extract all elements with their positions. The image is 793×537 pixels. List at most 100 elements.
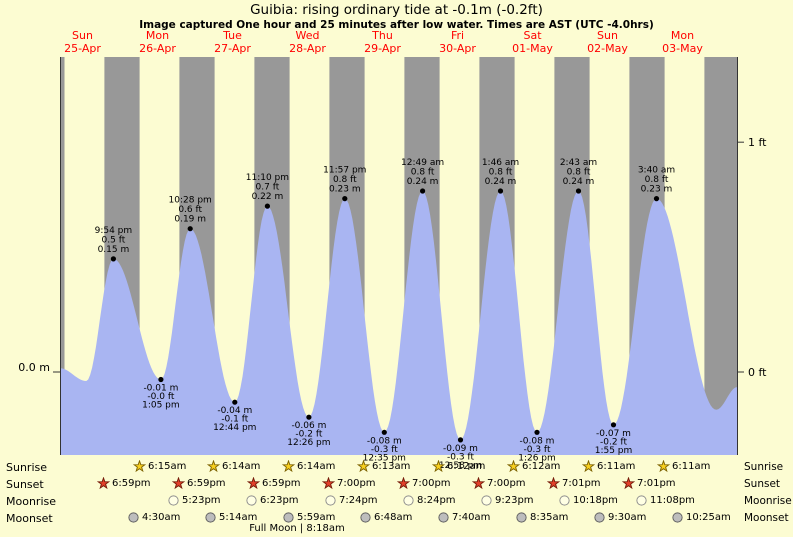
moonrise-marker: 5:23pm — [167, 494, 221, 507]
high-tide-annotation-line: 0.7 ft — [256, 183, 280, 193]
sunset-icon — [322, 477, 335, 490]
moonset-marker: 6:48am — [359, 511, 412, 524]
sunrise-time: 6:12am — [522, 461, 561, 472]
tide-event-dot — [457, 437, 464, 443]
sunrise-marker: 6:13am — [357, 460, 410, 473]
moonset-row-label-right: Moonset — [744, 512, 789, 524]
tide-event-dot — [306, 414, 312, 420]
sunset-row-label-left: Sunset — [6, 478, 44, 491]
sunset-icon — [247, 477, 260, 490]
high-tide-annotation-line: 0.23 m — [641, 185, 673, 195]
moonrise-marker: 7:24pm — [324, 494, 378, 507]
high-tide-annotation-line: 0.24 m — [407, 177, 439, 187]
sunset-marker: 7:00pm — [397, 477, 451, 490]
day-name-label: Sun — [597, 29, 618, 42]
sunset-time: 7:00pm — [412, 478, 451, 489]
sunrise-marker: 6:12am — [432, 460, 485, 473]
tide-event-dot — [110, 256, 116, 262]
moonset-icon — [128, 512, 139, 523]
low-tide-annotation-line: -0.3 ft — [371, 445, 398, 455]
moonset-icon — [360, 512, 371, 523]
high-tide-annotation-line: 0.24 m — [563, 177, 595, 187]
high-tide-annotation-line: 9:54 pm — [95, 226, 133, 236]
low-tide-annotation-line: 12:58 pm — [439, 461, 482, 471]
day-date-label: 03-May — [662, 42, 703, 55]
high-tide-annotation-line: 0.8 ft — [489, 168, 513, 178]
sunrise-time: 6:11am — [672, 461, 711, 472]
day-date-label: 01-May — [512, 42, 553, 55]
moonrise-marker: 11:08pm — [635, 494, 695, 507]
moonrise-marker: 10:18pm — [558, 494, 618, 507]
moonset-time: 5:14am — [219, 512, 258, 523]
moonset-icon — [594, 512, 605, 523]
low-tide-annotation-line: 1:55 pm — [595, 446, 633, 456]
high-tide-annotation-line: 0.8 ft — [645, 175, 669, 185]
sunrise-icon — [357, 460, 370, 473]
high-tide-annotation-line: 0.8 ft — [333, 175, 357, 185]
moonset-time: 4:30am — [142, 512, 181, 523]
sunrise-marker: 6:15am — [133, 460, 186, 473]
night-band — [704, 57, 738, 455]
sunset-markers: 6:59pm 6:59pm 6:59pm 7:00pm 7:00pm 7:00pm 7:01… — [0, 476, 793, 492]
high-tide-annotation-line: 0.23 m — [329, 185, 361, 195]
moonset-marker: 8:35am — [515, 511, 568, 524]
low-tide-annotation-line: 12:26 pm — [287, 438, 330, 448]
low-tide-annotation-line: -0.2 ft — [295, 430, 322, 440]
moonset-time: 9:30am — [608, 512, 647, 523]
moonrise-icon — [325, 495, 336, 506]
sunset-marker: 7:00pm — [322, 477, 376, 490]
day-date-label: 02-May — [587, 42, 628, 55]
low-tide-annotation-line: -0.1 ft — [221, 415, 248, 425]
moonset-icon — [516, 512, 527, 523]
high-tide-annotation-line: 11:10 pm — [246, 173, 289, 183]
sunset-time: 7:01pm — [562, 478, 601, 489]
day-date-label: 28-Apr — [289, 42, 326, 55]
tide-event-dot — [342, 196, 348, 202]
day-date-label: 30-Apr — [439, 42, 476, 55]
low-tide-annotation-line: -0.06 m — [291, 421, 326, 431]
moonrise-marker: 8:24pm — [402, 494, 456, 507]
low-tide-annotation-line: -0.0 ft — [147, 392, 174, 402]
sunrise-icon — [133, 460, 146, 473]
moonset-icon — [672, 512, 683, 523]
moonrise-time: 8:24pm — [417, 495, 456, 506]
moonset-markers: 4:30am 5:14am 5:59am 6:48am 7:40am 8:35am 9:30… — [0, 510, 793, 526]
sunset-marker: 7:01pm — [622, 477, 676, 490]
tide-curve-area — [60, 191, 738, 455]
low-tide-annotation-line: -0.3 ft — [447, 452, 474, 462]
moonrise-icon — [559, 495, 570, 506]
low-tide-annotation-line: 12:44 pm — [213, 423, 256, 433]
high-tide-annotation-line: 10:28 pm — [169, 196, 212, 206]
day-name-label: Mon — [146, 29, 169, 42]
night-band — [60, 57, 65, 455]
day-name-label: Thu — [371, 29, 393, 42]
sunset-marker: 7:01pm — [547, 477, 601, 490]
tide-event-dot — [534, 429, 540, 435]
low-tide-annotation-line: -0.2 ft — [600, 437, 627, 447]
sunset-marker: 6:59pm — [172, 477, 226, 490]
moonrise-marker: 6:23pm — [245, 494, 299, 507]
day-name-label: Tue — [222, 29, 242, 42]
day-name-label: Sun — [72, 29, 93, 42]
sunrise-marker: 6:12am — [507, 460, 560, 473]
sunrise-row-label-left: Sunrise — [6, 461, 48, 474]
chart-subtitle: Image captured One hour and 25 minutes a… — [139, 19, 654, 31]
moonrise-time: 7:24pm — [339, 495, 378, 506]
low-tide-annotation-line: -0.08 m — [520, 436, 555, 446]
low-tide-annotation-line: -0.04 m — [217, 406, 252, 416]
tide-event-dot — [232, 399, 238, 405]
day-name-label: Mon — [671, 29, 694, 42]
moonrise-icon — [168, 495, 179, 506]
moonset-time: 7:40am — [452, 512, 491, 523]
sunset-time: 6:59pm — [187, 478, 226, 489]
high-tide-annotation-line: 0.5 ft — [102, 235, 126, 245]
sunrise-icon — [507, 460, 520, 473]
sunset-icon — [172, 477, 185, 490]
sunset-time: 6:59pm — [112, 478, 151, 489]
moon-phase-text: Full Moon | 8:18am — [249, 523, 345, 534]
moonset-marker: 5:14am — [204, 511, 257, 524]
moonset-time: 10:25am — [686, 512, 731, 523]
high-tide-annotation-line: 0.19 m — [174, 215, 206, 225]
sunset-marker: 6:59pm — [247, 477, 301, 490]
